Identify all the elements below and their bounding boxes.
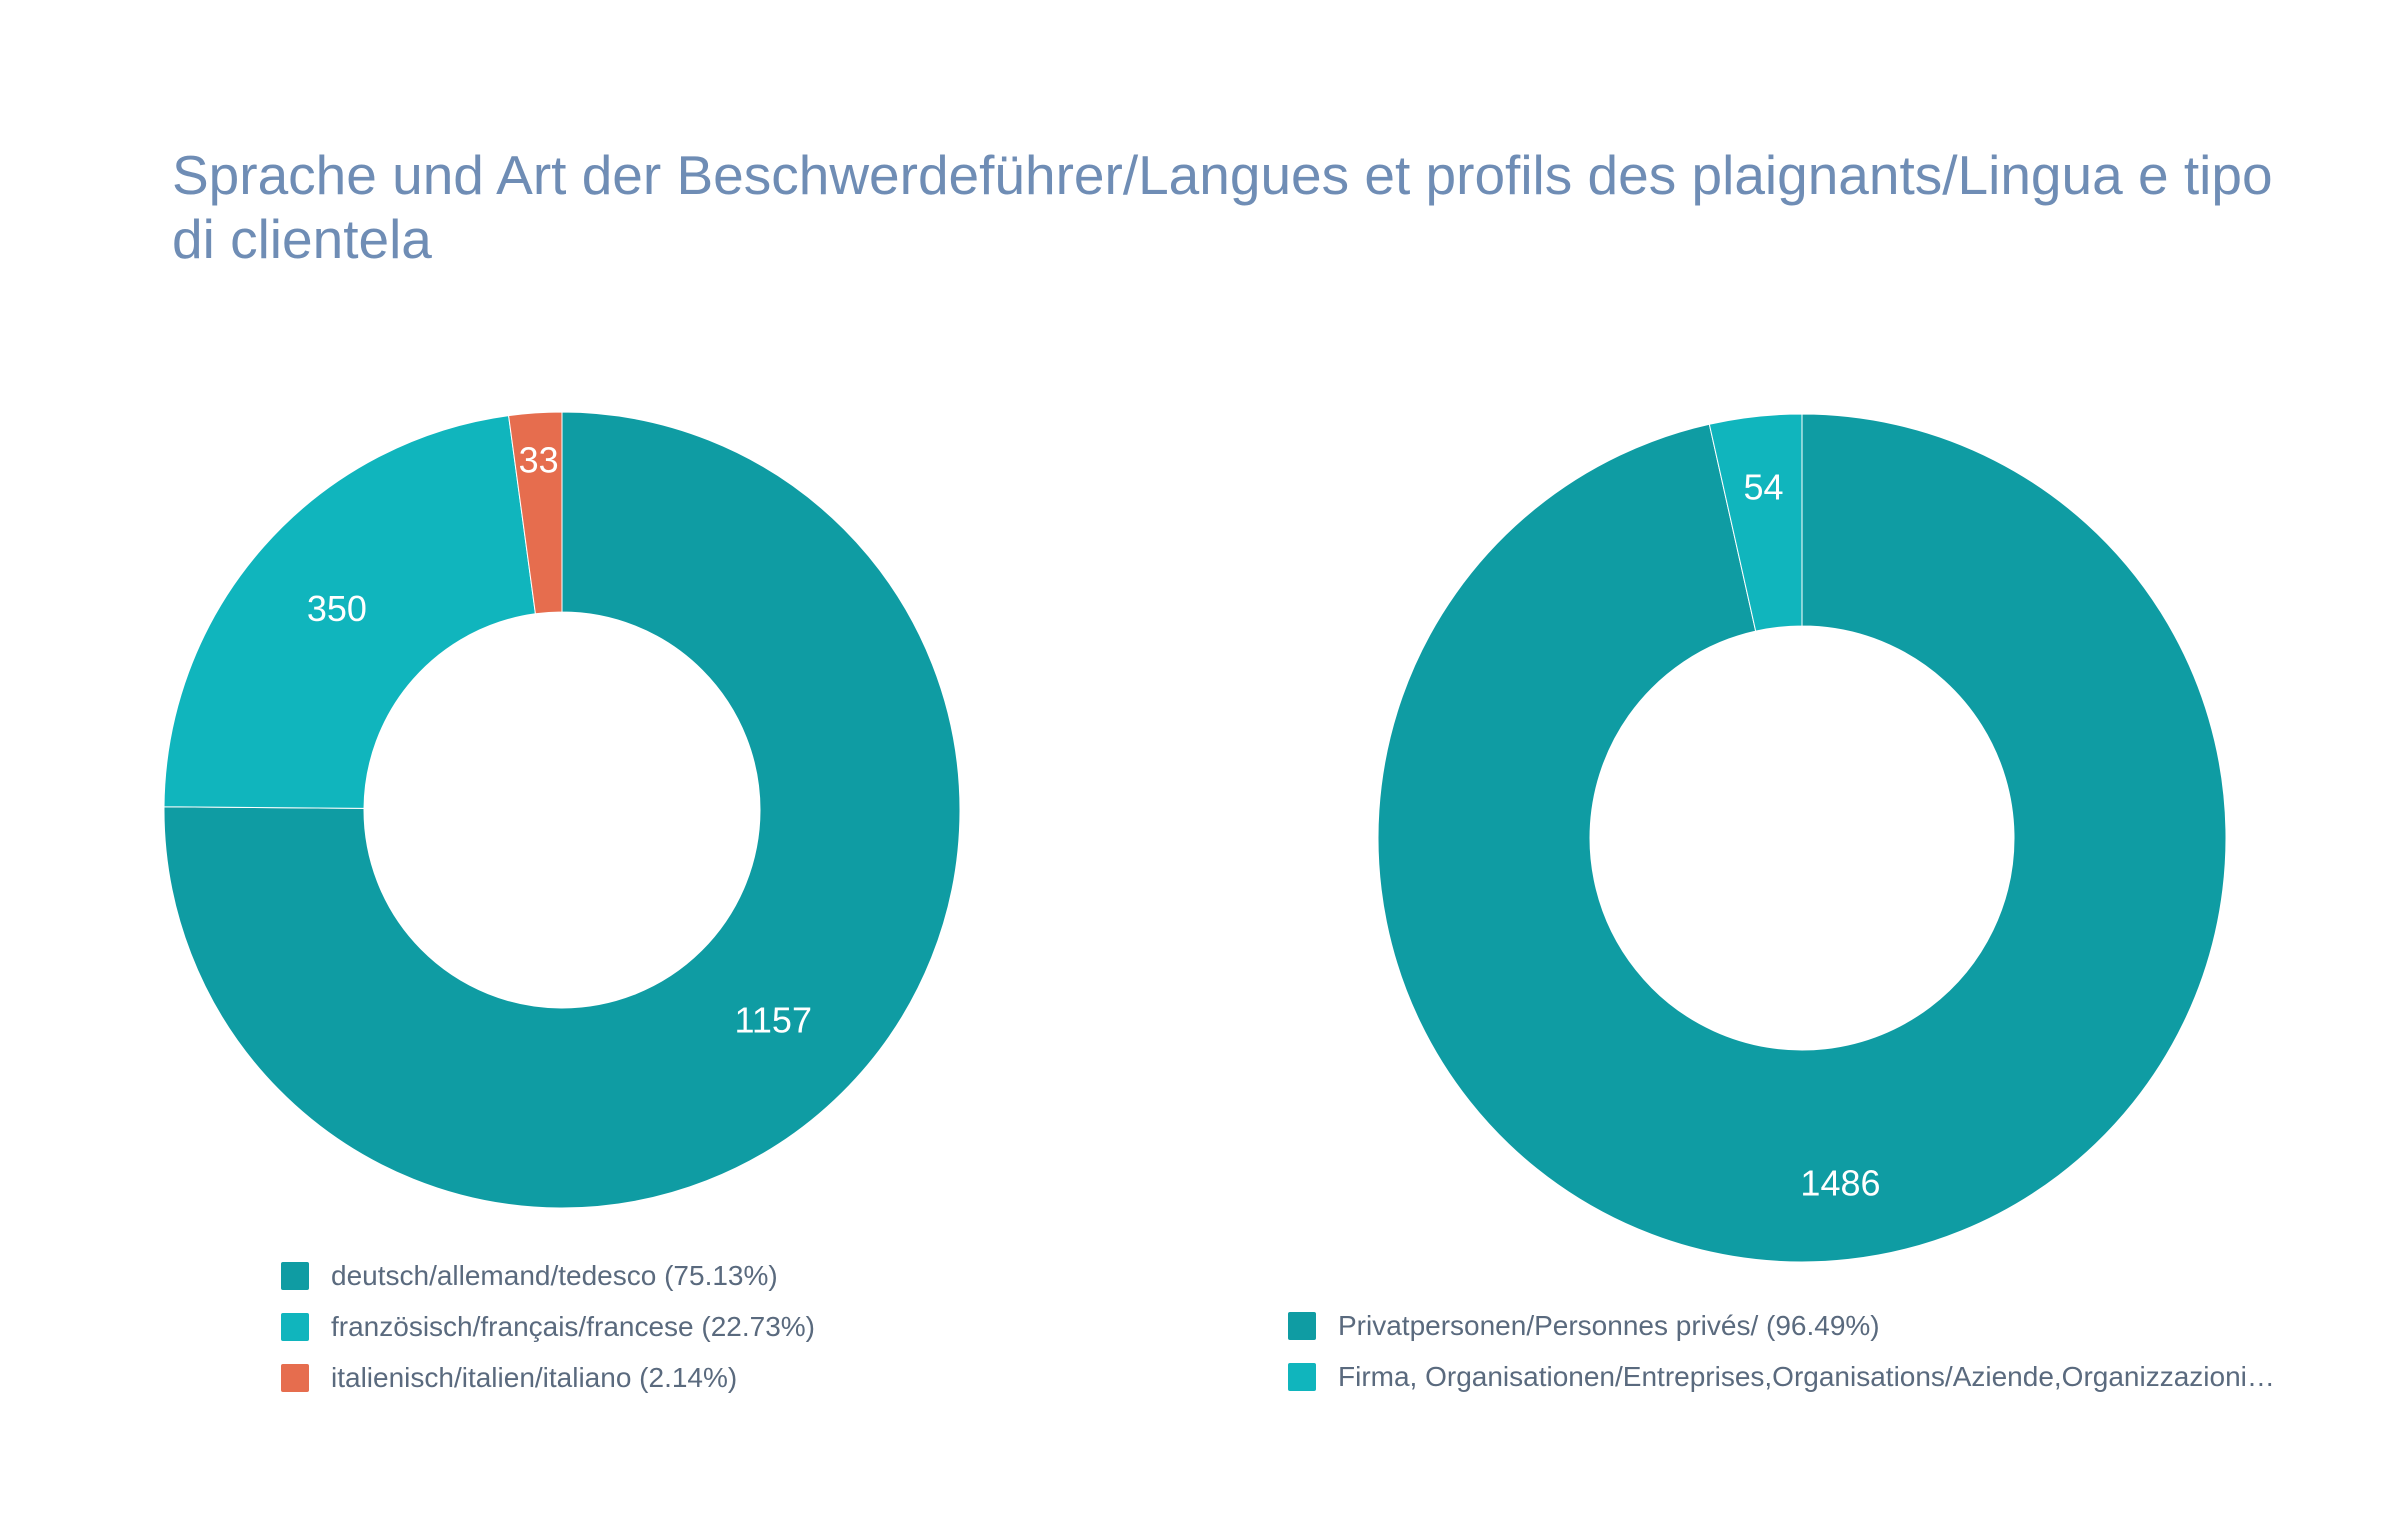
pie-slice	[508, 411, 563, 615]
legend-item[interactable]: Privatpersonen/Personnes privés/ (96.49%…	[1288, 1310, 1880, 1342]
legend-swatch	[281, 1313, 309, 1341]
legend-item[interactable]: französisch/français/francese (22.73%)	[281, 1311, 815, 1343]
legend-swatch	[1288, 1363, 1316, 1391]
pie-slice	[163, 415, 536, 809]
donut-chart-client-type: 1486 54	[1377, 413, 2227, 1263]
legend-swatch	[1288, 1312, 1316, 1340]
legend-language: deutsch/allemand/tedesco (75.13%) französ…	[281, 1260, 1181, 1393]
legend-item[interactable]: deutsch/allemand/tedesco (75.13%)	[281, 1260, 778, 1292]
slice-value-label: 350	[307, 588, 367, 629]
legend-item[interactable]: italienisch/italien/italiano (2.14%)	[281, 1362, 737, 1394]
pie-slice	[1708, 413, 1803, 632]
legend-label: italienisch/italien/italiano (2.14%)	[331, 1362, 738, 1393]
slice-value-label: 54	[1743, 467, 1783, 508]
legend-swatch	[281, 1364, 309, 1392]
chart-title: Sprache und Art der Beschwerdeführer/Lan…	[172, 144, 2273, 270]
slice-value-label: 1157	[735, 1000, 812, 1041]
legend-client-type: Privatpersonen/Personnes privés/ (96.49%…	[1288, 1310, 2338, 1400]
pie-slice	[163, 411, 961, 1209]
slice-value-label: 33	[519, 439, 559, 480]
legend-swatch	[281, 1262, 309, 1290]
legend-label: Firma, Organisationen/Entreprises,Organi…	[1338, 1361, 2275, 1392]
legend-label: deutsch/allemand/tedesco (75.13%)	[331, 1260, 778, 1291]
legend-item[interactable]: Firma, Organisationen/Entreprises,Organi…	[1288, 1361, 2275, 1393]
pie-slice	[1377, 413, 2227, 1263]
donut-chart-language: 1157 350 33	[163, 411, 961, 1209]
legend-label: Privatpersonen/Personnes privés/ (96.49%…	[1338, 1310, 1880, 1341]
slice-value-label: 1486	[1800, 1162, 1880, 1203]
legend-label: französisch/français/francese (22.73%)	[331, 1311, 815, 1342]
